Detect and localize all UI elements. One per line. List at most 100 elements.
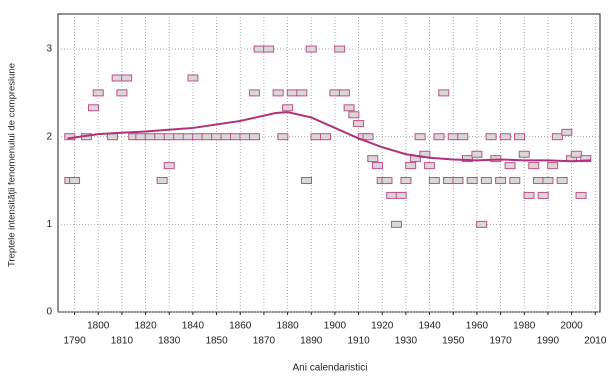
- x-tick-label: 1900: [324, 321, 347, 332]
- point: [452, 177, 464, 185]
- point: [253, 45, 265, 53]
- point: [173, 133, 185, 141]
- point: [343, 104, 355, 112]
- point: [480, 177, 492, 185]
- point: [69, 177, 81, 185]
- point: [156, 177, 168, 185]
- x-tick-label: 1910: [347, 336, 370, 347]
- point: [329, 89, 341, 97]
- y-tick-label: 0: [46, 307, 52, 318]
- x-tick-label: 1880: [276, 321, 299, 332]
- x-tick-label: 1800: [87, 321, 110, 332]
- point: [447, 133, 459, 141]
- point: [88, 104, 100, 112]
- point: [192, 133, 204, 141]
- x-tick-label: 1950: [442, 336, 465, 347]
- x-tick-label: 1980: [513, 321, 536, 332]
- point: [457, 133, 469, 141]
- point: [248, 89, 260, 97]
- y-tick-label: 3: [46, 44, 52, 55]
- point: [395, 191, 407, 199]
- point: [286, 89, 298, 97]
- point: [187, 74, 199, 82]
- point: [353, 120, 365, 128]
- point: [443, 177, 455, 185]
- point: [92, 89, 104, 97]
- point: [277, 133, 289, 141]
- x-tick-label: 1940: [418, 321, 441, 332]
- x-tick-label: 1970: [489, 336, 512, 347]
- point: [570, 150, 582, 158]
- point: [428, 177, 440, 185]
- point: [561, 128, 573, 136]
- point: [248, 133, 260, 141]
- x-tick-label: 1810: [111, 336, 134, 347]
- x-tick-label: 2010: [584, 336, 607, 347]
- point: [135, 133, 147, 141]
- x-tick-label: 1850: [205, 336, 228, 347]
- x-tick-label: 2000: [560, 321, 583, 332]
- point: [518, 150, 530, 158]
- point: [381, 177, 393, 185]
- point: [372, 162, 384, 170]
- x-tick-label: 1840: [182, 321, 205, 332]
- x-tick-label: 1990: [537, 336, 560, 347]
- point: [405, 162, 417, 170]
- point: [230, 133, 242, 141]
- x-tick-label: 1830: [158, 336, 181, 347]
- point: [528, 162, 540, 170]
- x-tick-label: 1930: [395, 336, 418, 347]
- point: [390, 220, 402, 228]
- x-tick-label: 1920: [371, 321, 394, 332]
- point: [556, 177, 568, 185]
- point: [367, 155, 379, 163]
- point: [338, 89, 350, 97]
- point: [504, 162, 516, 170]
- point: [499, 133, 511, 141]
- point: [263, 45, 275, 53]
- point: [509, 177, 521, 185]
- point: [211, 133, 223, 141]
- point: [121, 74, 133, 82]
- point: [485, 133, 497, 141]
- point: [495, 177, 507, 185]
- point: [424, 162, 436, 170]
- y-tick-label: 1: [46, 219, 52, 230]
- point: [400, 177, 412, 185]
- point: [319, 133, 331, 141]
- point: [111, 74, 123, 82]
- point: [461, 155, 473, 163]
- point: [362, 133, 374, 141]
- point: [348, 111, 360, 119]
- point: [239, 133, 251, 141]
- x-tick-label: 1960: [466, 321, 489, 332]
- point: [272, 89, 284, 97]
- point: [301, 177, 313, 185]
- point: [334, 45, 346, 53]
- x-tick-label: 1790: [63, 336, 86, 347]
- point: [163, 133, 175, 141]
- point: [547, 162, 559, 170]
- point: [144, 133, 156, 141]
- point: [471, 150, 483, 158]
- point: [282, 104, 294, 112]
- point: [580, 155, 592, 163]
- x-tick-label: 1890: [300, 336, 323, 347]
- point: [310, 133, 322, 141]
- point: [163, 162, 175, 170]
- point: [433, 133, 445, 141]
- point: [201, 133, 213, 141]
- x-tick-label: 1820: [134, 321, 157, 332]
- point: [106, 133, 118, 141]
- point: [476, 220, 488, 228]
- point: [296, 89, 308, 97]
- point: [305, 45, 317, 53]
- point: [542, 177, 554, 185]
- y-tick-label: 2: [46, 131, 52, 142]
- x-tick-label: 1870: [253, 336, 276, 347]
- point: [182, 133, 194, 141]
- trend-line: [67, 111, 591, 163]
- point: [220, 133, 232, 141]
- point: [523, 191, 535, 199]
